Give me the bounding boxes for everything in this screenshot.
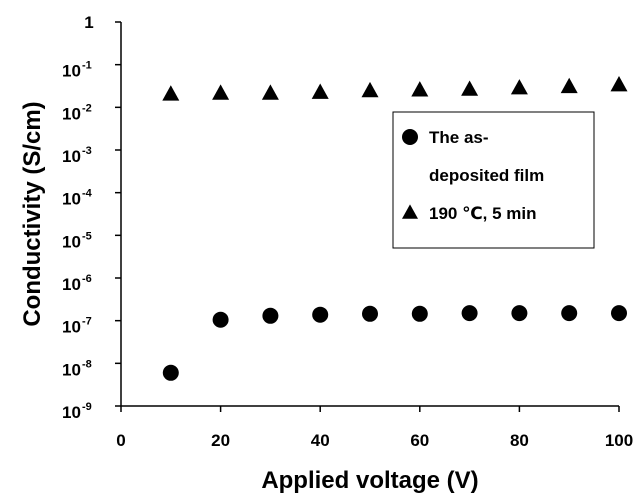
y-tick-label: 10 -1 xyxy=(62,60,92,81)
y-tick-label: 10 -2 xyxy=(62,102,92,123)
y-tick-exponent: -4 xyxy=(82,188,93,200)
data-point xyxy=(461,80,478,95)
x-tick-label: 100 xyxy=(605,431,633,450)
y-tick-exponent: -8 xyxy=(82,358,92,370)
data-point xyxy=(262,308,278,324)
data-point xyxy=(213,312,229,328)
y-tick-base: 1 xyxy=(84,13,93,32)
legend: The as-deposited film 190 ℃, 5 min xyxy=(393,112,594,248)
y-tick-base: 10 xyxy=(62,232,81,251)
data-point xyxy=(462,305,478,321)
y-tick-label: 10 -9 xyxy=(62,401,92,422)
y-tick-exponent: -7 xyxy=(82,316,92,328)
data-point xyxy=(561,305,577,321)
data-point xyxy=(511,305,527,321)
y-tick-exponent: -6 xyxy=(82,273,92,285)
y-tick-exponent: -9 xyxy=(82,401,92,413)
y-tick-label: 10 -4 xyxy=(62,188,93,209)
y-tick-label: 10 -3 xyxy=(62,145,92,166)
data-point xyxy=(312,307,328,323)
y-tick-label: 10 -7 xyxy=(62,316,92,337)
x-tick-label: 80 xyxy=(510,431,529,450)
y-tick-label: 1 xyxy=(84,13,93,32)
x-tick-label: 20 xyxy=(211,431,230,450)
data-point xyxy=(411,81,428,96)
legend-label: deposited film xyxy=(429,166,544,185)
data-point xyxy=(412,306,428,322)
legend-marker xyxy=(402,129,418,145)
y-tick-base: 10 xyxy=(62,318,81,337)
y-axis-label: Conductivity (S/cm) xyxy=(19,101,46,326)
data-point xyxy=(561,78,578,93)
data-point xyxy=(362,82,379,97)
y-tick-exponent: -5 xyxy=(82,230,92,242)
series-as-deposited xyxy=(163,305,627,381)
y-tick-exponent: -3 xyxy=(82,145,92,157)
data-point xyxy=(312,84,329,99)
y-tick-base: 10 xyxy=(62,147,81,166)
data-point xyxy=(511,79,528,94)
y-tick-base: 10 xyxy=(62,62,81,81)
data-point xyxy=(262,84,279,99)
series-annealed xyxy=(162,76,627,101)
x-tick-label: 60 xyxy=(410,431,429,450)
data-point xyxy=(212,84,229,99)
y-tick-base: 10 xyxy=(62,190,81,209)
x-axis-ticks: 0 20 40 60 80 100 xyxy=(116,406,633,450)
data-point xyxy=(611,305,627,321)
x-axis-label: Applied voltage (V) xyxy=(261,467,478,494)
y-tick-base: 10 xyxy=(62,360,81,379)
y-tick-base: 10 xyxy=(62,403,81,422)
data-point xyxy=(611,76,628,91)
x-tick-label: 40 xyxy=(311,431,330,450)
y-tick-label: 10 -5 xyxy=(62,230,92,251)
data-point xyxy=(162,85,179,100)
y-tick-exponent: -1 xyxy=(82,60,92,72)
y-tick-exponent: -2 xyxy=(82,102,92,114)
y-tick-base: 10 xyxy=(62,104,81,123)
x-tick-label: 0 xyxy=(116,431,125,450)
legend-label: The as- xyxy=(429,128,489,147)
data-point xyxy=(163,365,179,381)
data-point xyxy=(362,306,378,322)
y-tick-base: 10 xyxy=(62,275,81,294)
legend-label: 190 ℃, 5 min xyxy=(429,204,537,223)
y-tick-label: 10 -6 xyxy=(62,273,92,294)
y-axis-ticks: 10 -910 -810 -710 -610 -510 -410 -310 -210 -11 xyxy=(62,13,121,422)
y-tick-label: 10 -8 xyxy=(62,358,92,379)
